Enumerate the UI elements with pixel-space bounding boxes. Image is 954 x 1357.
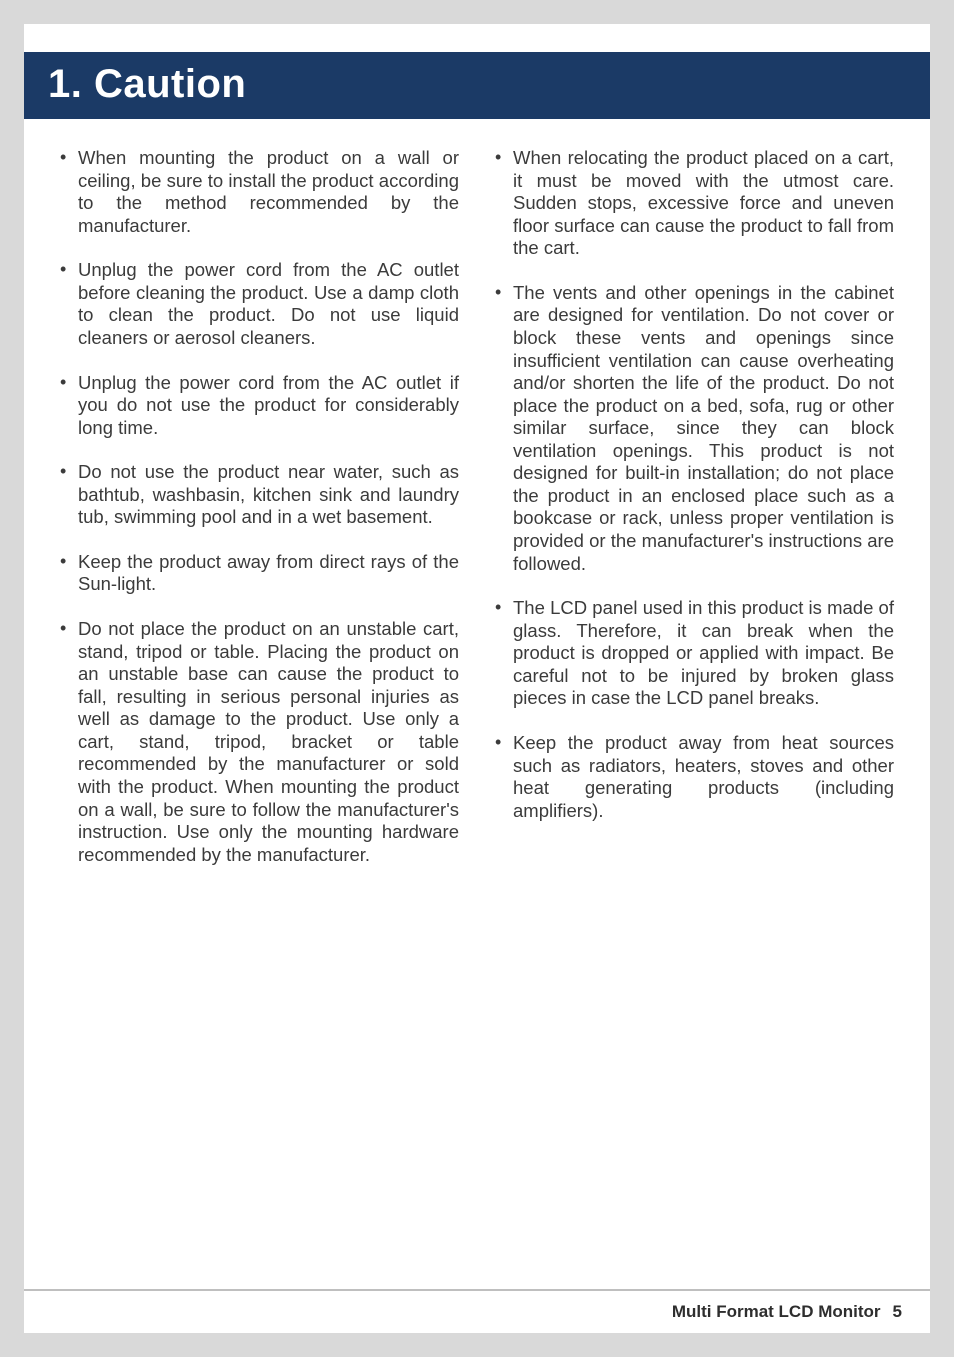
footer-page-number: 5 — [893, 1302, 902, 1322]
list-item: When mounting the product on a wall or c… — [60, 147, 459, 237]
section-title-bar: 1. Caution — [24, 52, 930, 119]
caution-list-right: When relocating the product placed on a … — [495, 147, 894, 822]
list-item: Unplug the power cord from the AC outlet… — [60, 259, 459, 349]
right-column: When relocating the product placed on a … — [495, 147, 894, 888]
list-item: Unplug the power cord from the AC outlet… — [60, 372, 459, 440]
page: 1. Caution When mounting the product on … — [24, 24, 930, 1333]
list-item: Do not place the product on an unstable … — [60, 618, 459, 866]
list-item: Do not use the product near water, such … — [60, 461, 459, 529]
list-item: The vents and other openings in the cabi… — [495, 282, 894, 575]
left-column: When mounting the product on a wall or c… — [60, 147, 459, 888]
caution-list-left: When mounting the product on a wall or c… — [60, 147, 459, 866]
section-title: 1. Caution — [48, 62, 246, 106]
page-footer: Multi Format LCD Monitor 5 — [24, 1289, 930, 1333]
list-item: Keep the product away from heat sources … — [495, 732, 894, 822]
list-item: Keep the product away from direct rays o… — [60, 551, 459, 596]
list-item: The LCD panel used in this product is ma… — [495, 597, 894, 710]
content-columns: When mounting the product on a wall or c… — [24, 119, 930, 888]
footer-doc-title: Multi Format LCD Monitor — [672, 1302, 881, 1322]
list-item: When relocating the product placed on a … — [495, 147, 894, 260]
